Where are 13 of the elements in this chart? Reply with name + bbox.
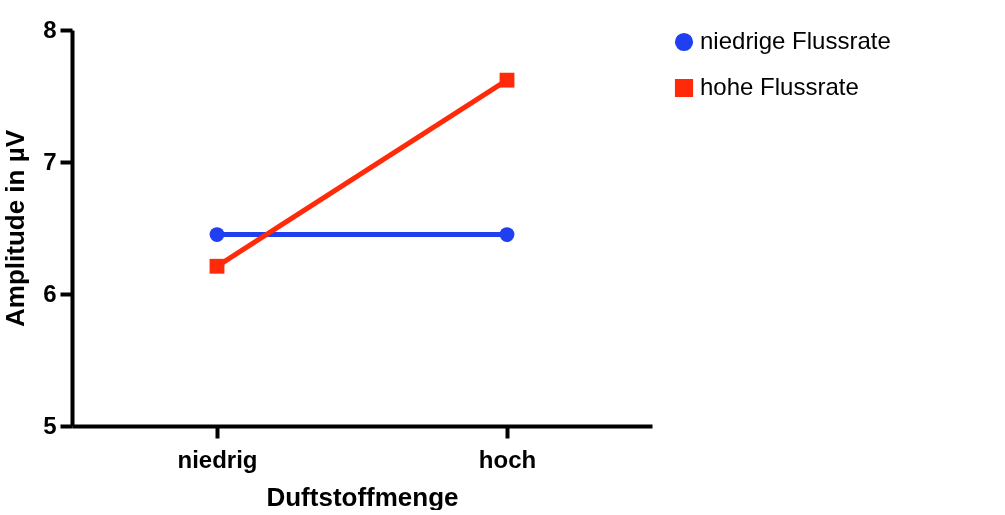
x-tick-label: hoch (478, 445, 537, 473)
x-tick-label: niedrig (177, 445, 258, 473)
y-tick-label: 8 (43, 15, 57, 43)
point (499, 227, 515, 242)
y-axis-title: Amplitude in µV (0, 129, 31, 327)
point (209, 258, 225, 274)
point (499, 72, 515, 88)
y-tick-label: 5 (43, 411, 57, 439)
point (209, 227, 225, 242)
legend-label: hohe Flussrate (700, 73, 859, 100)
y-tick-label: 7 (43, 147, 57, 175)
y-tick-label: 6 (43, 279, 57, 307)
legend-label: niedrige Flussrate (700, 27, 891, 54)
